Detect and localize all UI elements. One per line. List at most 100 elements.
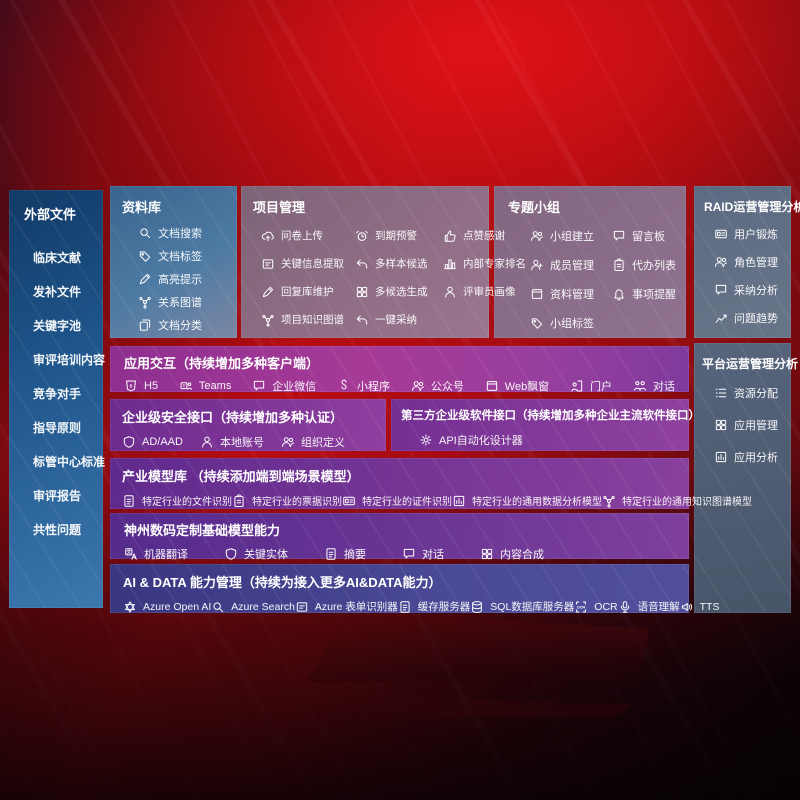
feature-label: 特定行业的通用数据分析模型 (472, 497, 602, 508)
shield-icon (224, 547, 238, 561)
data-library-list: 文档搜索 文档标签 高亮提示 关系图谱 文档分类 (138, 225, 237, 333)
feature-label: 对话 (652, 381, 675, 393)
tts-icon (680, 600, 694, 614)
panel-title-industry-models: 产业模型库 （持续添加端到端场景模型） (122, 469, 360, 484)
ocr-icon (574, 600, 588, 614)
speech-icon (618, 600, 632, 614)
panel-title-thirdparty-api: 第三方企业级软件接口（持续增加多种企业主流软件接口） (401, 410, 700, 422)
doc-icon (122, 494, 136, 508)
feature-item: 高亮提示 (138, 271, 237, 287)
security-api-list: AD/AAD 本地账号 组织定义 (122, 434, 374, 450)
feature-item: Azure Search (211, 600, 295, 614)
feature-item: 对话 (633, 378, 675, 394)
feature-item: 标管中心标准 (33, 453, 105, 470)
panel-raid-analysis: RAID运营管理分析 用户锻炼角色管理采纳分析问题趋势 (694, 186, 800, 338)
feature-item: 特定行业的票据识别 (232, 493, 342, 508)
feature-label: 机器翻译 (144, 549, 188, 561)
feature-label: 问卷上传 (281, 230, 323, 242)
feature-item: 特定行业的通用知识图谱模型 (602, 493, 752, 508)
feature-item: 多候选生成 (355, 284, 437, 299)
panel-title-raid-analysis: RAID运营管理分析 (704, 200, 800, 214)
trend-icon (714, 311, 728, 325)
feature-item: Azure Open AI (123, 600, 211, 614)
feature-item: 成员管理 (530, 257, 612, 273)
feature-item: 缓存服务器 (398, 599, 470, 614)
rank-icon (443, 257, 457, 271)
search-icon (211, 600, 225, 614)
feature-item: TTS (680, 600, 719, 614)
ai-data-list: Azure Open AI Azure Search Azure 表单识别器 缓存服务… (123, 599, 719, 614)
personplus-icon (530, 258, 544, 272)
feature-label: 公众号 (430, 381, 464, 393)
alarm-icon (355, 229, 369, 243)
scurve-icon (337, 379, 351, 393)
feature-label: 组织定义 (300, 437, 345, 449)
graph-icon (602, 494, 616, 508)
feature-label: 门户 (590, 381, 613, 393)
feature-label: 一键采纳 (375, 314, 417, 326)
feature-label: Web飘窗 (504, 381, 550, 393)
feature-item: 资料管理 (530, 286, 612, 302)
openai-icon (123, 600, 137, 614)
panel-industry-models: 产业模型库 （持续添加端到端场景模型） 特定行业的文件识别 特定行业的票据识别 特定… (110, 458, 752, 509)
feature-item: 评审员画像 (443, 284, 526, 299)
feature-label: 特定行业的票据识别 (252, 497, 342, 508)
feature-item: 应用分析 (714, 449, 791, 465)
feature-item: 门户 (570, 378, 612, 394)
feature-label: 企业微信 (272, 381, 317, 393)
feature-item: 回复库维护 (261, 284, 349, 299)
panel-title-topic-groups: 专题小组 (508, 200, 561, 215)
feature-item: 共性问题 (33, 521, 103, 538)
feature-item: H5 (124, 379, 158, 393)
feature-item: 语音理解 (618, 599, 680, 614)
panel-platform-analysis: 平台运营管理分析 资源分配 应用管理 应用分析 (694, 343, 798, 613)
feature-label: 用户锻炼 (734, 229, 778, 241)
feature-label: 内部专家排名 (463, 258, 526, 270)
feature-item: 内部专家排名 (443, 256, 526, 271)
list-icon (714, 386, 728, 400)
gear-icon (419, 433, 433, 447)
feature-item: Web飘窗 (485, 378, 549, 394)
chat-icon (612, 229, 626, 243)
chat-icon (252, 379, 266, 393)
panel-title-external-files: 外部文件 (24, 207, 77, 222)
base-models-list: 机器翻译 关键实体 摘要 对话 内容合成 (124, 546, 675, 562)
feature-item: 到期预警 (355, 228, 437, 243)
feature-item: 资源分配 (714, 385, 791, 401)
feature-item: 发补文件 (33, 283, 103, 300)
feature-label: 文档标签 (158, 251, 202, 263)
feature-item: 应用管理 (714, 417, 791, 433)
person-icon (443, 285, 457, 299)
feature-item: Teams (179, 379, 231, 393)
feature-label: 本地账号 (219, 437, 264, 449)
feature-label: API自动化设计器 (439, 435, 523, 447)
feature-item: 问卷上传 (261, 228, 349, 243)
feature-label: 特定行业的证件识别 (362, 497, 452, 508)
feature-item: OCR (574, 600, 618, 614)
feature-item: 内容合成 (480, 546, 544, 562)
feature-label: 评审员画像 (463, 286, 516, 298)
idcard-icon (342, 494, 356, 508)
feature-label: AD/AAD (142, 436, 183, 448)
feature-label: 点赞感谢 (463, 230, 505, 242)
cloud-icon (261, 229, 275, 243)
reply-icon (355, 313, 369, 327)
feature-label: 采纳分析 (734, 285, 778, 297)
panel-project-management: 项目管理 问卷上传 到期预警 点赞感谢 关键信息提取 多样本候选 内部专家排名 回复库维护 多… (241, 186, 526, 338)
feature-label: 代办列表 (632, 260, 676, 272)
panel-security-api: 企业级安全接口（持续增加多种认证） AD/AAD 本地账号 组织定义 (110, 399, 386, 451)
tag-icon (530, 316, 544, 330)
copy-icon (138, 318, 152, 332)
person-icon (200, 435, 214, 449)
feature-label: 角色管理 (734, 257, 778, 269)
feature-item: 公众号 (411, 378, 464, 394)
feature-item: 关键字池 (33, 317, 103, 334)
feature-label: 问题趋势 (734, 313, 778, 325)
feature-label: SQL数据库服务器 (490, 601, 575, 613)
external-files-list: 临床文献 发补文件 关键字池 审评培训内容 竞争对手 指导原则 标管中心标准 审评报告 共性问题 (33, 249, 105, 538)
feature-item: 事项提醒 (612, 286, 686, 302)
tag-icon (138, 249, 152, 263)
panel-app-interaction: 应用交互（持续增加多种客户端） H5 Teams 企业微信 小程序 公众号 Web飘窗 门户… (110, 346, 689, 394)
industry-models-list: 特定行业的文件识别 特定行业的票据识别 特定行业的证件识别 特定行业的通用数据分析模型… (122, 493, 752, 508)
